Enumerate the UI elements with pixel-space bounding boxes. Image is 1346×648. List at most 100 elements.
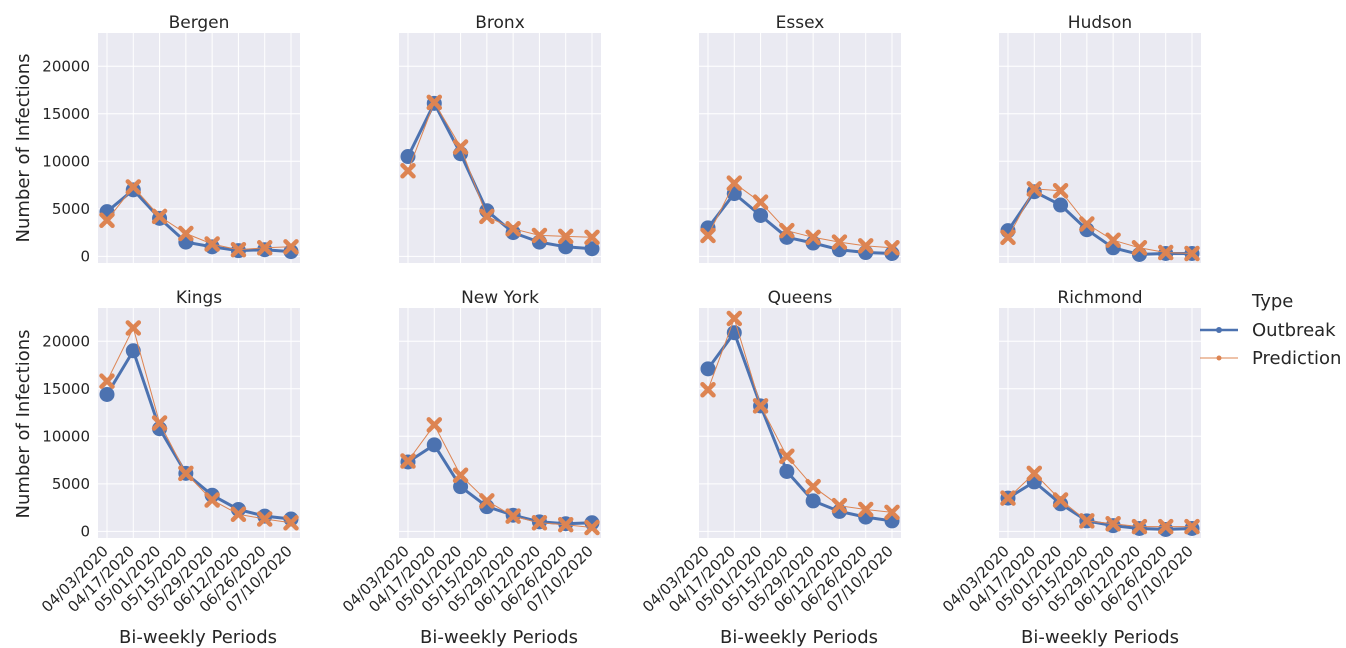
point-prediction [1000, 490, 1016, 506]
point-outbreak [753, 207, 769, 223]
point-outbreak [453, 479, 469, 495]
point-outbreak [700, 361, 716, 377]
y-axis-label-top: Number of Infections [13, 54, 34, 243]
series-line-prediction [707, 318, 893, 513]
point-prediction [178, 465, 194, 482]
x-axis-label-richmond: Bi-weekly Periods [1021, 627, 1179, 648]
point-prediction [452, 139, 469, 155]
chart-panels: 0 5000 10000 15000 20000 Bergen Bronx Essex Huds… [38, 13, 1201, 616]
y-tick-label: 0 [80, 522, 90, 540]
point-prediction [1026, 465, 1043, 482]
panel-hudson: Hudson [999, 13, 1201, 263]
panel-background [999, 308, 1201, 538]
legend-prediction-label: Prediction [1252, 348, 1341, 369]
panel-essex: Essex [699, 13, 901, 263]
point-prediction [1105, 232, 1121, 248]
point-outbreak [1053, 496, 1069, 512]
point-prediction [1079, 513, 1095, 529]
point-prediction [125, 320, 142, 336]
point-prediction [805, 229, 821, 246]
series-line-prediction [1007, 188, 1193, 254]
point-prediction [1079, 216, 1095, 232]
y-tick-label: 5000 [52, 475, 90, 493]
legend-title: Type [1251, 291, 1293, 312]
point-prediction [230, 241, 247, 258]
point-prediction [857, 238, 874, 254]
point-prediction [505, 508, 521, 524]
y-axis-label-bottom: Number of Infections [13, 330, 34, 519]
point-outbreak [779, 463, 795, 479]
point-prediction [779, 222, 795, 239]
point-prediction [479, 208, 495, 225]
point-prediction [1157, 244, 1174, 261]
legend-prediction-marker [1216, 355, 1222, 361]
point-prediction [204, 492, 220, 508]
panel-title-richmond: Richmond [1057, 288, 1142, 308]
y-tick-label: 5000 [52, 200, 90, 218]
legend-item-prediction: Prediction [1200, 348, 1341, 369]
point-outbreak [805, 493, 821, 509]
point-prediction [726, 310, 743, 327]
series-line-prediction [106, 327, 292, 524]
point-prediction [557, 516, 574, 533]
point-prediction [1052, 183, 1069, 199]
point-prediction [584, 519, 600, 536]
point-prediction [726, 175, 743, 191]
point-prediction [752, 398, 769, 414]
point-prediction [99, 212, 115, 228]
panel-new-york: 04/03/202004/17/202005/01/202005/15/2020… [339, 288, 601, 616]
point-outbreak [1053, 197, 1069, 213]
point-prediction [584, 229, 600, 246]
panel-title-new-york: New York [461, 288, 539, 308]
panel-title-queens: Queens [768, 288, 833, 308]
panel-bergen: 0 5000 10000 15000 20000 Bergen [42, 13, 300, 265]
point-prediction [805, 478, 821, 495]
point-prediction [426, 417, 443, 433]
y-tick-label: 0 [80, 247, 90, 265]
panel-background [98, 308, 300, 538]
panel-title-kings: Kings [176, 288, 222, 308]
x-axis-label-new-york: Bi-weekly Periods [420, 627, 578, 648]
panel-title-bronx: Bronx [475, 13, 525, 33]
x-axis-label-queens: Bi-weekly Periods [720, 627, 878, 648]
y-tick-label: 15000 [42, 380, 90, 398]
panel-background [699, 308, 901, 538]
point-prediction [779, 448, 795, 465]
panel-background [399, 33, 601, 263]
y-tick-label: 10000 [42, 152, 90, 170]
point-outbreak [584, 241, 600, 257]
legend-item-outbreak: Outbreak [1200, 320, 1336, 341]
point-prediction [752, 194, 769, 210]
point-prediction [283, 239, 299, 255]
point-prediction [479, 493, 495, 509]
point-prediction [531, 515, 548, 531]
point-prediction [1026, 181, 1043, 197]
panel-title-hudson: Hudson [1068, 13, 1132, 33]
x-axis-label-kings: Bi-weekly Periods [119, 627, 277, 648]
point-prediction [204, 236, 220, 252]
legend-outbreak-label: Outbreak [1252, 320, 1336, 341]
point-prediction [531, 227, 548, 244]
point-prediction [283, 515, 299, 531]
point-prediction [426, 94, 443, 111]
point-prediction [151, 415, 168, 431]
point-prediction [125, 179, 142, 195]
point-prediction [400, 453, 416, 469]
panel-background [98, 33, 300, 263]
point-prediction [831, 234, 848, 250]
y-tick-label: 20000 [42, 57, 90, 75]
point-prediction [700, 381, 716, 398]
series-line-prediction [407, 424, 593, 528]
point-prediction [857, 501, 874, 518]
point-outbreak [99, 386, 115, 402]
point-prediction [256, 240, 273, 256]
y-tick-label: 15000 [42, 105, 90, 123]
point-prediction [1131, 240, 1148, 256]
point-prediction [230, 506, 247, 522]
point-prediction [151, 208, 168, 225]
panel-title-bergen: Bergen [169, 13, 230, 33]
point-prediction [1105, 515, 1121, 532]
legend: Type Outbreak Prediction [1200, 291, 1341, 369]
point-prediction [1184, 518, 1200, 535]
